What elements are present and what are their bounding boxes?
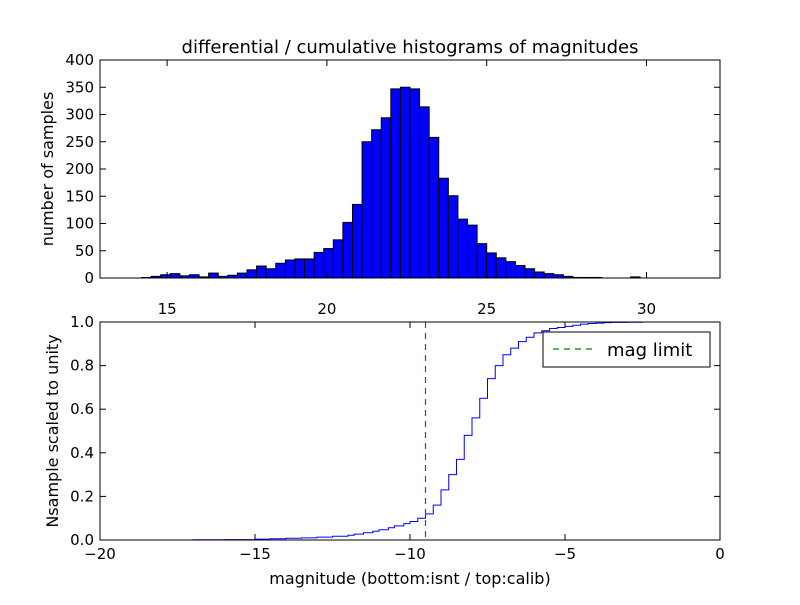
bottom-x-ticks: −20 −15 −10 −5 0 (84, 322, 725, 563)
top-y-tick-label: 0 (84, 269, 94, 287)
histogram-bar (438, 177, 449, 279)
histogram-bar (236, 272, 248, 279)
top-y-tick-label: 350 (65, 78, 94, 96)
histogram-bar (351, 203, 363, 279)
top-y-tick-label: 200 (65, 160, 94, 178)
histogram-bar (486, 252, 497, 279)
legend-box (542, 331, 711, 368)
histogram-bars (141, 86, 641, 279)
legend: mag limit (542, 331, 711, 368)
cumulative-step-line (100, 321, 721, 541)
histogram-bar (467, 224, 478, 279)
histogram-bar (495, 257, 507, 279)
histogram-bar (208, 272, 219, 279)
histogram-bar (294, 258, 306, 279)
histogram-bar (390, 88, 401, 279)
top-y-tick-label: 250 (65, 133, 94, 151)
histogram-bar (476, 243, 488, 279)
histogram-bar (380, 117, 392, 279)
histogram-bar (543, 273, 555, 279)
bottom-y-tick-label: 0.4 (70, 444, 94, 462)
bottom-y-tick-label: 1.0 (70, 313, 94, 331)
histogram-bar (409, 88, 421, 279)
chart-title: differential / cumulative histograms of … (182, 37, 639, 58)
bottom-x-tick-label: −15 (239, 545, 271, 563)
top-x-tick-label: 15 (158, 300, 177, 318)
bottom-x-tick-label: −20 (84, 545, 116, 563)
histogram-bar (342, 221, 353, 279)
histogram-bar (399, 86, 411, 279)
cumulative-histogram-panel: −20 −15 −10 −5 0 0.0 0.2 0.4 0.6 0.8 1.0 magnitud… (43, 313, 725, 588)
bottom-y-tick-label: 0.8 (70, 357, 94, 375)
bottom-x-tick-label: 0 (715, 545, 725, 563)
legend-mag-limit-label: mag limit (607, 340, 692, 361)
bottom-x-tick-label: −10 (394, 545, 426, 563)
histogram-bar (169, 273, 181, 279)
histogram-bar (505, 261, 516, 279)
bottom-y-axis-label: Nsample scaled to unity (43, 334, 62, 527)
histogram-bar (304, 258, 315, 279)
bottom-y-tick-label: 0.0 (70, 531, 94, 549)
histogram-bar (534, 271, 545, 279)
top-y-axis-label: number of samples (38, 92, 57, 247)
histogram-bar (284, 259, 296, 279)
histogram-bar (428, 136, 440, 279)
histogram-bar (246, 269, 258, 279)
top-y-tick-label: 50 (75, 242, 94, 260)
top-x-tick-label: 25 (477, 300, 496, 318)
top-y-tick-label: 300 (65, 106, 94, 124)
top-y-tick-label: 400 (65, 51, 94, 69)
histogram-bar (524, 268, 536, 279)
histogram-bar (371, 129, 382, 279)
histogram-bar (419, 106, 430, 279)
bottom-y-ticks: 0.0 0.2 0.4 0.6 0.8 1.0 (70, 313, 720, 549)
bottom-x-axis-label: magnitude (bottom:isnt / top:calib) (269, 569, 550, 588)
histogram-bar (514, 264, 526, 279)
bottom-x-tick-label: −5 (554, 545, 576, 563)
bottom-y-tick-label: 0.6 (70, 400, 94, 418)
histogram-bar (457, 218, 469, 279)
differential-histogram-panel: 15 20 25 30 0 50 100 150 200 250 300 350 400 differ… (38, 37, 721, 318)
top-y-tick-label: 150 (65, 187, 94, 205)
histogram-bar (332, 239, 344, 279)
top-x-tick-label: 30 (637, 300, 656, 318)
top-y-tick-label: 100 (65, 215, 94, 233)
histogram-bar (265, 268, 277, 279)
histogram-bar (361, 141, 373, 279)
histogram-bar (447, 195, 459, 279)
histogram-bar (323, 248, 334, 279)
histogram-bar (275, 262, 286, 279)
top-x-tick-label: 20 (317, 300, 336, 318)
top-x-ticks: 15 20 25 30 (158, 60, 656, 318)
top-y-ticks: 0 50 100 150 200 250 300 350 400 (65, 51, 720, 287)
bottom-y-tick-label: 0.2 (70, 487, 94, 505)
histogram-bar (256, 265, 267, 279)
histogram-bar (313, 251, 325, 279)
